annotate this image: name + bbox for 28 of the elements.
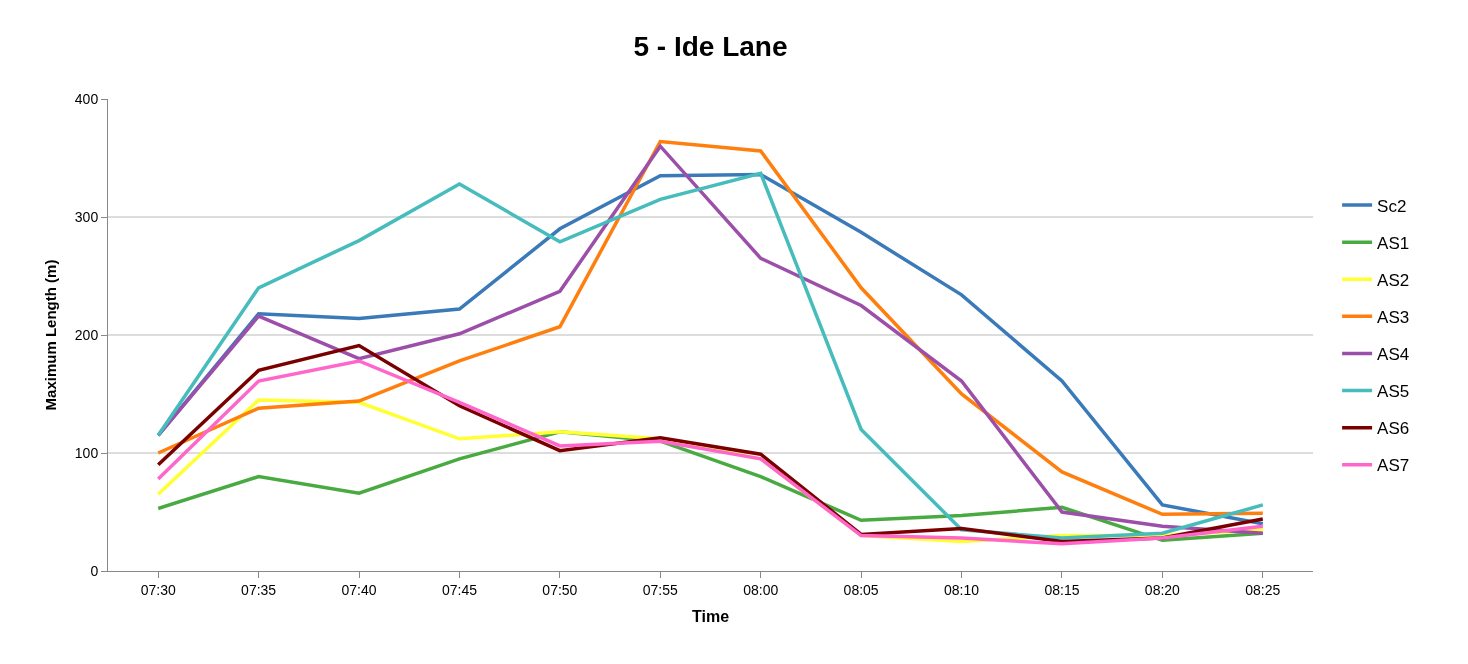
x-axis-title: Time xyxy=(691,608,730,626)
x-tick-label: 08:00 xyxy=(743,581,779,598)
legend-label: AS4 xyxy=(1377,345,1410,365)
legend-label: Sc2 xyxy=(1377,196,1407,216)
x-tick-label: 07:35 xyxy=(241,581,277,598)
x-tick-label: 07:55 xyxy=(642,581,679,598)
y-tick-label: 0 xyxy=(90,562,99,579)
legend-label: AS2 xyxy=(1377,270,1410,290)
x-tick-label: 08:15 xyxy=(1044,581,1080,598)
x-tick-label: 07:45 xyxy=(441,581,478,598)
x-tick-label: 08:20 xyxy=(1144,581,1181,598)
x-tick-label: 08:25 xyxy=(1245,581,1281,598)
legend-label: AS5 xyxy=(1377,382,1410,402)
y-tick-label: 100 xyxy=(74,444,99,461)
y-tick-label: 300 xyxy=(74,208,99,225)
x-tick-label: 07:30 xyxy=(140,581,176,598)
legend-label: AS3 xyxy=(1377,307,1410,327)
y-tick-label: 200 xyxy=(74,326,99,343)
chart-title: 5 - Ide Lane xyxy=(633,31,788,63)
x-tick-label: 07:40 xyxy=(341,581,377,598)
legend-label: AS7 xyxy=(1377,456,1410,476)
y-axis-title: Maximum Length (m) xyxy=(42,259,60,411)
y-tick-label: 400 xyxy=(74,90,99,107)
x-tick-label: 08:05 xyxy=(843,581,879,598)
legend-label: AS6 xyxy=(1377,419,1410,439)
legend-label: AS1 xyxy=(1377,233,1410,253)
x-tick-label: 08:10 xyxy=(944,581,980,598)
x-tick-label: 07:50 xyxy=(542,581,578,598)
